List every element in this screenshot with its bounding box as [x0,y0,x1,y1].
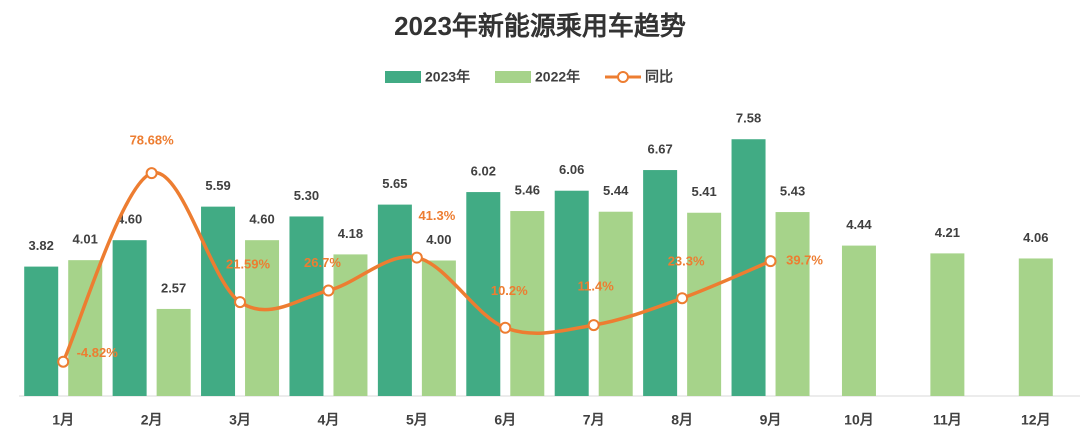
x-tick-label: 2月 [141,412,163,428]
bar [687,212,722,396]
line-marker [676,292,689,305]
data-label: 4.01 [73,232,98,247]
bar [421,260,456,396]
data-label: 4.00 [426,232,451,247]
legend-label: 同比 [645,69,673,85]
data-label: 3.82 [29,238,54,253]
data-label: 6.02 [471,164,496,179]
x-tick-label: 1月 [52,412,74,428]
x-tick-label: 7月 [583,412,605,428]
legend-label: 2022年 [535,69,580,85]
bar [24,266,59,396]
line-label: 11.4% [578,279,615,294]
data-label: 5.43 [780,183,805,198]
data-label: 4.60 [117,212,142,227]
data-label: 5.44 [603,183,629,198]
data-label: 6.67 [647,141,672,156]
line-marker [587,319,600,332]
x-tick-label: 6月 [494,412,516,428]
x-tick-label: 4月 [318,412,340,428]
legend-label: 2023年 [425,69,470,85]
x-tick-label: 11月 [933,412,962,428]
line-label: 10.2% [491,283,528,298]
line-marker [145,167,158,180]
x-tick-label: 8月 [671,412,693,428]
bar [731,139,766,397]
bar [466,192,501,396]
data-label: 5.46 [515,182,540,197]
bar [643,170,678,396]
data-label: 5.30 [294,188,319,203]
bar [930,253,965,396]
line-label: 23.3% [668,254,705,269]
data-label: 4.21 [935,225,960,240]
x-tick-label: 12月 [1021,412,1051,428]
data-label: 7.58 [736,111,761,126]
x-tick-label: 9月 [760,412,782,428]
line-marker [499,321,512,334]
data-label: 6.06 [559,162,584,177]
bar [377,204,412,396]
data-label: 5.59 [205,178,230,193]
line-marker [410,251,423,264]
data-label: 5.41 [691,184,716,199]
bar [68,260,103,396]
bar [245,240,280,396]
bar [156,308,191,396]
data-label: 4.60 [249,212,274,227]
chart-title: 2023年新能源乘用车趋势 [394,11,686,41]
line-label: 39.7% [786,253,823,268]
bar [841,245,876,396]
data-label: 4.44 [846,217,872,232]
x-tick-label: 5月 [406,412,428,428]
legend-marker [617,71,629,83]
data-label: 4.06 [1023,230,1048,245]
data-label: 2.57 [161,280,186,295]
line-marker [764,255,777,268]
line-marker [234,296,247,309]
line-label: 21.59% [226,257,271,272]
legend-swatch [385,71,421,83]
bar [201,206,236,396]
bar [333,254,368,396]
data-label: 4.18 [338,226,363,241]
bar [112,240,147,396]
legend-swatch [495,71,531,83]
line-label: -4.82% [77,345,119,360]
data-label: 5.65 [382,176,407,191]
line-marker [57,355,70,368]
bar [289,216,324,396]
x-tick-label: 10月 [844,412,874,428]
bar [554,190,589,396]
line-marker [322,284,335,297]
line-label: 41.3% [418,208,455,223]
x-tick-label: 3月 [229,412,251,428]
line-label: 78.68% [130,133,175,148]
bar [510,211,545,396]
bar [598,211,633,396]
line-label: 26.7% [304,255,341,270]
bar [775,212,810,396]
bar [1018,258,1053,396]
